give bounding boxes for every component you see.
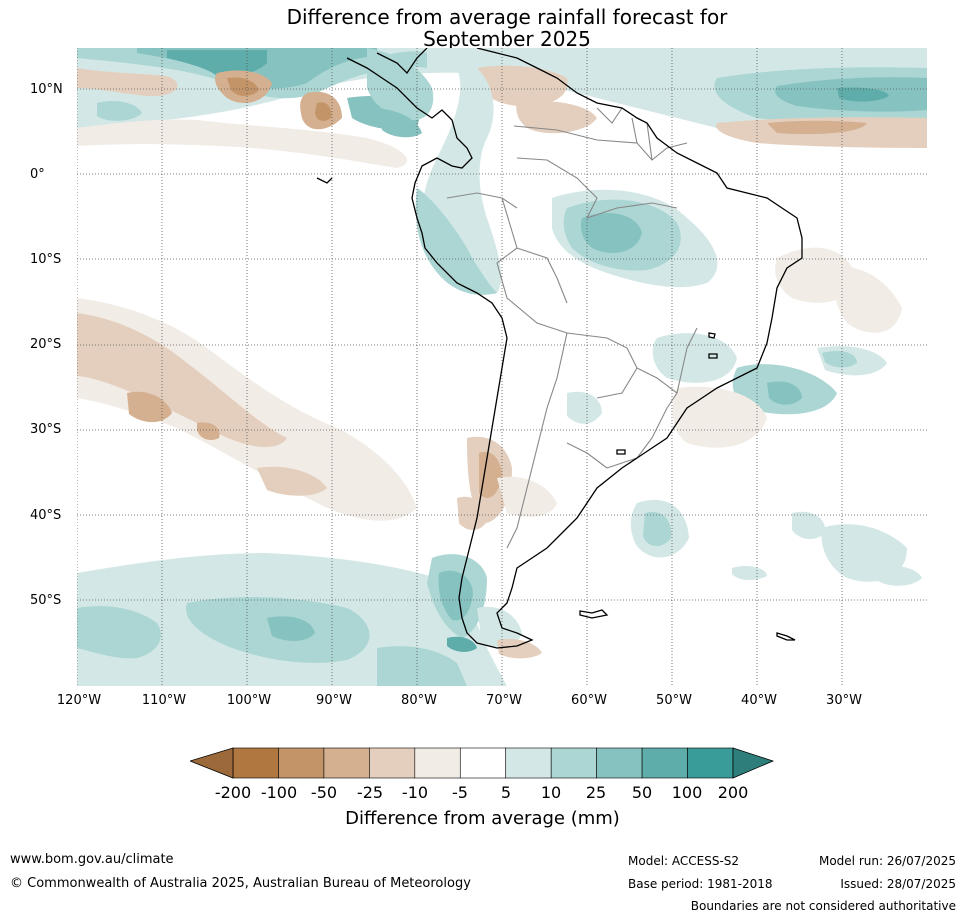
colorbar-tick: 100: [671, 783, 703, 802]
colorbar-tick: -5: [452, 783, 468, 802]
colorbar-tick: 25: [585, 783, 607, 802]
colorbar-swatch: [369, 747, 416, 779]
colorbar-above-arrow: [732, 747, 775, 779]
lon-label-110w: 110°W: [141, 693, 187, 708]
copyright-text: © Commonwealth of Australia 2025, Austra…: [10, 876, 471, 891]
colorbar-swatch: [687, 747, 734, 779]
colorbar-tick: -100: [260, 783, 298, 802]
colorbar-swatch: [323, 747, 370, 779]
colorbar-tick: 50: [631, 783, 653, 802]
lat-label-30s: 30°S: [30, 422, 62, 437]
lat-label-0: 0°: [30, 167, 45, 182]
colorbar-swatch: [596, 747, 643, 779]
colorbar-tick: 5: [500, 783, 512, 802]
colorbar-swatch: [459, 747, 507, 779]
lat-label-10s: 10°S: [30, 252, 62, 267]
map-title-line-1: Difference from average rainfall forecas…: [286, 5, 728, 29]
website-link[interactable]: www.bom.gov.au/climate: [10, 852, 174, 867]
lat-label-20s: 20°S: [30, 337, 62, 352]
boundaries-disclaimer: Boundaries are not considered authoritat…: [690, 899, 956, 913]
map-title-line-2: September 2025: [423, 27, 591, 51]
lon-label-30w: 30°W: [826, 693, 862, 708]
colorbar-tick: -10: [401, 783, 429, 802]
colorbar-swatch: [278, 747, 325, 779]
coastlines: [316, 48, 803, 649]
colorbar-swatch: [505, 747, 552, 779]
issued-date: Issued: 28/07/2025: [840, 877, 956, 891]
colorbar-swatch: [550, 747, 597, 779]
colorbar-swatch: [641, 747, 688, 779]
lat-label-50s: 50°S: [30, 593, 62, 608]
base-period: Base period: 1981-2018: [628, 877, 773, 891]
colorbar-tick: -25: [356, 783, 384, 802]
colorbar-swatch: [414, 747, 461, 779]
colorbar-below-arrow: [190, 747, 234, 779]
lat-label-10n: 10°N: [30, 82, 63, 97]
anomaly-shading: [77, 48, 927, 686]
rainfall-anomaly-map: [77, 48, 927, 686]
lon-label-50w: 50°W: [656, 693, 692, 708]
colorbar-tick: -50: [310, 783, 338, 802]
colorbar-swatch: [232, 747, 279, 779]
colorbar-tick: -200: [214, 783, 252, 802]
lat-label-40s: 40°S: [30, 508, 62, 523]
lon-label-60w: 60°W: [571, 693, 607, 708]
colorbar-label: Difference from average (mm): [345, 808, 620, 829]
lon-label-100w: 100°W: [226, 693, 272, 708]
lon-label-90w: 90°W: [316, 693, 352, 708]
lon-label-40w: 40°W: [741, 693, 777, 708]
colorbar-tick: 10: [540, 783, 562, 802]
model-run-date: Model run: 26/07/2025: [818, 854, 956, 868]
colorbar-tick: 200: [717, 783, 749, 802]
lon-label-80w: 80°W: [401, 693, 437, 708]
lon-label-70w: 70°W: [486, 693, 522, 708]
country-borders: [446, 107, 698, 549]
lon-label-120w: 120°W: [56, 693, 102, 708]
colorbar: [190, 747, 775, 779]
model-name: Model: ACCESS-S2: [628, 854, 740, 868]
graticule: [77, 48, 927, 686]
